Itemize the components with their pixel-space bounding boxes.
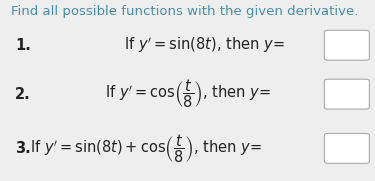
Text: If $y' = \sin(8t) + \cos\!\left(\dfrac{t}{8}\right)$, then $y\!=\!$: If $y' = \sin(8t) + \cos\!\left(\dfrac{t…: [30, 132, 262, 165]
Text: 1.: 1.: [15, 38, 31, 53]
Text: Find all possible functions with the given derivative.: Find all possible functions with the giv…: [11, 5, 358, 18]
Text: 2.: 2.: [15, 87, 31, 102]
Text: If $y' = \sin(8t)$, then $y\!=\!$: If $y' = \sin(8t)$, then $y\!=\!$: [124, 35, 285, 55]
FancyBboxPatch shape: [324, 134, 369, 163]
Text: If $y' = \cos\!\left(\dfrac{t}{8}\right)$, then $y\!=\!$: If $y' = \cos\!\left(\dfrac{t}{8}\right)…: [105, 78, 272, 110]
FancyBboxPatch shape: [324, 79, 369, 109]
Text: 3.: 3.: [15, 141, 31, 156]
FancyBboxPatch shape: [324, 30, 369, 60]
